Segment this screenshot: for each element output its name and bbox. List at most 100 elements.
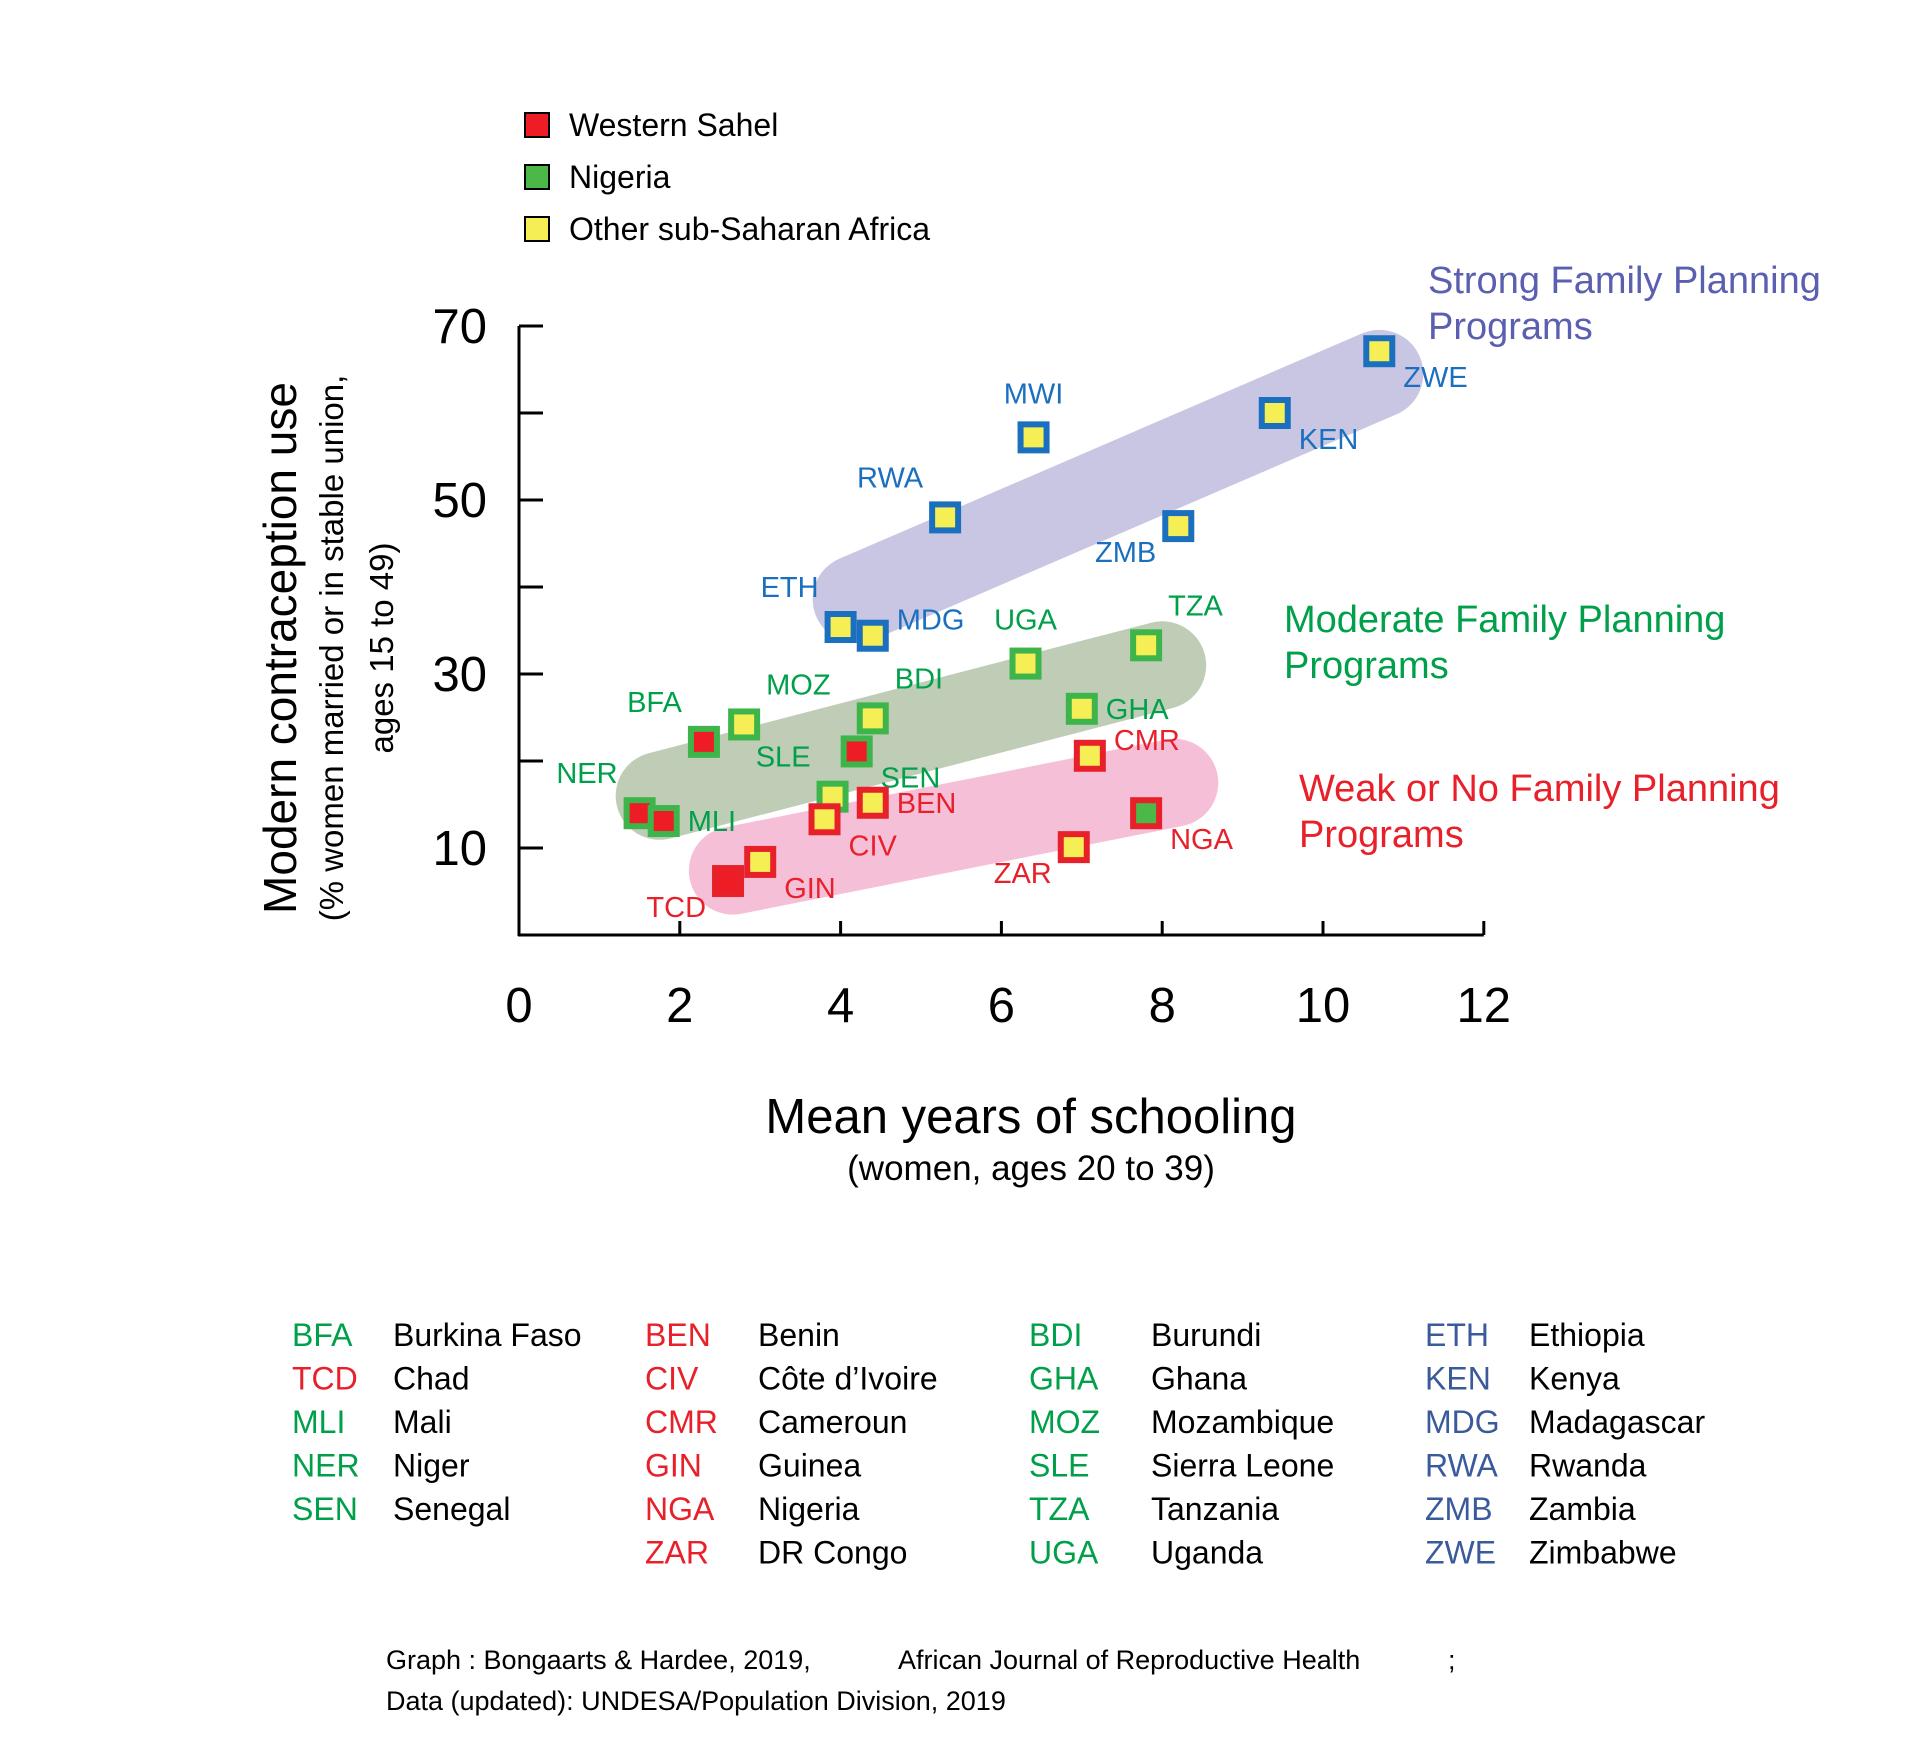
point-label-MDG: MDG	[897, 605, 965, 637]
country-code: GHA	[1029, 1361, 1099, 1397]
point-ZMB	[1162, 510, 1195, 543]
x-tick-label: 12	[1457, 979, 1512, 1033]
country-name: Cameroun	[758, 1404, 907, 1440]
x-tick-label: 4	[827, 979, 854, 1033]
y-tick-label: 50	[432, 474, 487, 528]
point-label-RWA: RWA	[857, 462, 924, 494]
annotation-moderate-line1: Moderate Family Planning	[1284, 599, 1725, 641]
point-TCD	[712, 865, 745, 898]
country-code: KEN	[1425, 1361, 1491, 1397]
legend-swatch-other	[524, 216, 550, 242]
country-code: TZA	[1029, 1491, 1090, 1527]
country-name: Zimbabwe	[1529, 1535, 1677, 1571]
country-code: ZMB	[1425, 1491, 1493, 1527]
country-name: Côte d’Ivoire	[758, 1361, 938, 1397]
country-name: Kenya	[1529, 1361, 1620, 1397]
annotation-strong-line1: Strong Family Planning	[1428, 260, 1821, 302]
country-code: MDG	[1425, 1404, 1500, 1440]
country-code: MLI	[292, 1404, 345, 1440]
y-tick-label: 70	[432, 300, 487, 354]
point-label-BDI: BDI	[895, 663, 943, 695]
point-label-TZA: TZA	[1168, 590, 1223, 622]
point-label-MWI: MWI	[1004, 378, 1064, 410]
country-name: Mali	[393, 1404, 452, 1440]
x-tick-label: 8	[1149, 979, 1176, 1033]
footer-graph-credit: Graph : Bongaarts & Hardee, 2019,	[386, 1645, 811, 1675]
band-weak	[688, 738, 1219, 915]
point-label-ZMB: ZMB	[1095, 537, 1156, 569]
country-code: BDI	[1029, 1317, 1082, 1353]
point-label-CMR: CMR	[1114, 725, 1180, 757]
country-name: Madagascar	[1529, 1404, 1705, 1440]
point-label-BEN: BEN	[897, 788, 957, 820]
legend: Western Sahel Nigeria Other sub-Saharan Af…	[524, 107, 930, 247]
footer-source-graph: Graph : Bongaarts & Hardee, 2019, African…	[386, 1645, 1456, 1675]
point-label-CIV: CIV	[849, 830, 898, 862]
footer-source-data: Data (updated): UNDESA/Population Divisi…	[386, 1686, 1006, 1716]
point-ZWE	[1363, 335, 1396, 368]
point-GIN	[744, 845, 777, 878]
country-code: ETH	[1425, 1317, 1489, 1353]
y-axis-title: Modern contraception use	[254, 382, 306, 914]
footer-journal: African Journal of Reproductive Health	[898, 1645, 1360, 1675]
point-MOZ	[728, 708, 761, 741]
country-code: CIV	[645, 1361, 699, 1397]
point-BDI	[856, 702, 889, 735]
country-name: Benin	[758, 1317, 840, 1353]
country-name: Zambia	[1529, 1491, 1636, 1527]
point-label-ZAR: ZAR	[994, 858, 1052, 890]
point-CIV	[808, 803, 841, 836]
point-BFA	[687, 725, 720, 758]
x-tick-label: 6	[988, 979, 1015, 1033]
annotation-moderate-line2: Programs	[1284, 645, 1449, 687]
point-ZAR	[1057, 831, 1090, 864]
annotation-weak-line1: Weak or No Family Planning	[1299, 768, 1780, 810]
point-TZA	[1130, 629, 1163, 662]
country-code: BEN	[645, 1317, 711, 1353]
country-name: Burundi	[1151, 1317, 1261, 1353]
point-label-SEN: SEN	[881, 762, 941, 794]
point-label-NGA: NGA	[1170, 824, 1234, 856]
country-name: Ethiopia	[1529, 1317, 1645, 1353]
country-code: SLE	[1029, 1448, 1089, 1484]
country-name: Burkina Faso	[393, 1317, 582, 1353]
point-MDG	[856, 619, 889, 652]
x-tick-label: 2	[666, 979, 693, 1033]
country-name: DR Congo	[758, 1535, 907, 1571]
point-NGA	[1130, 797, 1163, 830]
country-code: TCD	[292, 1361, 358, 1397]
country-code: GIN	[645, 1448, 702, 1484]
x-tick-label: 0	[505, 979, 532, 1033]
country-name: Uganda	[1151, 1535, 1263, 1571]
country-name: Ghana	[1151, 1361, 1247, 1397]
country-name: Nigeria	[758, 1491, 860, 1527]
y-axis-subtitle-1: (% women married or in stable union,	[313, 375, 350, 922]
point-GHA	[1065, 692, 1098, 725]
country-name: Guinea	[758, 1448, 861, 1484]
country-name: Sierra Leone	[1151, 1448, 1334, 1484]
point-label-SLE: SLE	[756, 742, 811, 774]
country-code: CMR	[645, 1404, 718, 1440]
legend-label-other: Other sub-Saharan Africa	[569, 211, 930, 247]
country-key: BFA Burkina Faso TCD Chad MLI Mali NER Niger SEN…	[292, 1317, 1705, 1571]
point-label-GIN: GIN	[784, 873, 836, 905]
point-label-NER: NER	[556, 758, 617, 790]
point-SEN	[840, 735, 873, 768]
point-MWI	[1017, 421, 1050, 454]
point-KEN	[1258, 397, 1291, 429]
x-tick-label: 10	[1296, 979, 1351, 1033]
country-code: MOZ	[1029, 1404, 1100, 1440]
legend-label-sahel: Western Sahel	[569, 107, 778, 143]
data-points: ZWE KEN MWI RWA ZMB ETH MDG UGA TZA GHA MOZ BDI BFA S…	[556, 335, 1468, 924]
country-name: Mozambique	[1151, 1404, 1334, 1440]
point-label-BFA: BFA	[627, 687, 682, 719]
band-strong	[812, 329, 1424, 644]
point-label-ETH: ETH	[761, 572, 819, 604]
point-label-MOZ: MOZ	[766, 669, 830, 701]
country-name: Tanzania	[1151, 1491, 1279, 1527]
point-ETH	[824, 611, 857, 644]
x-axis-title: Mean years of schooling	[765, 1090, 1296, 1144]
program-bands	[615, 329, 1424, 915]
legend-swatch-sahel	[524, 112, 550, 138]
